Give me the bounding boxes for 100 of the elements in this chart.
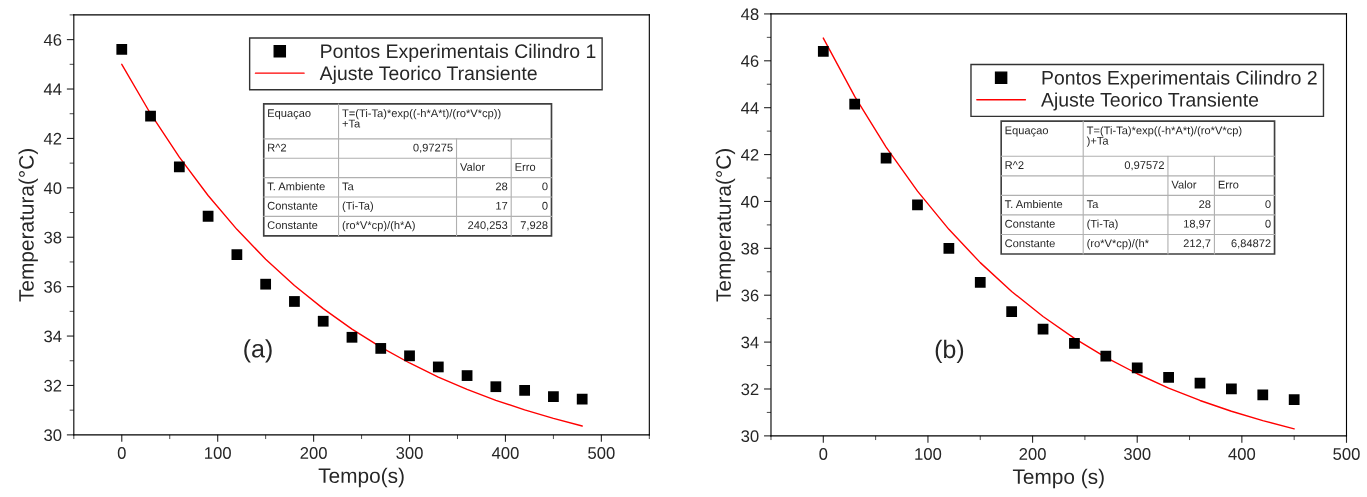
point bbox=[1131, 362, 1143, 374]
annotation: T=(Ti-Ta)*exp((-h*A*t)/(ro*V*cp) )+Ta bbox=[1086, 126, 1242, 147]
y-tick-label: 38 bbox=[741, 242, 759, 255]
annotation: Ta bbox=[1086, 200, 1099, 209]
y-axis-title: Temperatura(°C) bbox=[715, 149, 736, 302]
point bbox=[346, 331, 358, 343]
annotation: 0,97275 bbox=[413, 143, 453, 153]
point bbox=[1069, 337, 1080, 349]
annotation: T. Ambiente bbox=[267, 182, 325, 191]
x-tick-label: 100 bbox=[915, 448, 942, 460]
annotation: 28 bbox=[1199, 200, 1211, 209]
annotation: Valor bbox=[1171, 180, 1197, 189]
y-tick-label: 48 bbox=[741, 8, 759, 21]
x-tick-label: 0 bbox=[819, 448, 828, 460]
annotation: Constante bbox=[267, 221, 318, 230]
x-tick-label: 300 bbox=[396, 447, 423, 459]
point bbox=[576, 393, 588, 405]
point bbox=[231, 249, 243, 260]
x-tick-label: 200 bbox=[300, 447, 327, 459]
y-tick-label: 30 bbox=[741, 430, 759, 443]
y-tick-label: 42 bbox=[43, 132, 62, 145]
annotation: 28 bbox=[495, 182, 508, 191]
y-tick-label: 32 bbox=[741, 383, 759, 396]
annotation: Ta bbox=[342, 182, 354, 191]
y-tick-label: 42 bbox=[741, 148, 759, 161]
point bbox=[173, 161, 185, 173]
legend-label: Pontos Experimentais Cilindro 2 bbox=[1042, 70, 1317, 89]
point bbox=[1037, 323, 1049, 335]
point bbox=[317, 315, 329, 327]
annotation: (ro*V*cp)/(h*A) bbox=[342, 220, 415, 232]
y-tick-label: 34 bbox=[44, 330, 62, 343]
x-axis-title: Tempo (s) bbox=[1012, 468, 1104, 489]
annotation: Valor bbox=[460, 162, 485, 171]
annotation: 6,84872 bbox=[1231, 239, 1271, 249]
point bbox=[817, 46, 829, 57]
y-tick-label: 34 bbox=[741, 336, 759, 349]
annotation: R^2 bbox=[268, 143, 287, 152]
annotation: (Ti-Ta) bbox=[1087, 219, 1118, 230]
y-tick-label: 36 bbox=[44, 281, 62, 293]
annotation: (a) bbox=[244, 339, 272, 363]
y-tick-label: 36 bbox=[741, 289, 759, 302]
point bbox=[289, 296, 300, 307]
point bbox=[1194, 377, 1206, 389]
legend-label: Ajuste Teorico Transiente bbox=[1041, 92, 1259, 111]
point bbox=[260, 278, 272, 290]
annotation: Constante bbox=[1005, 239, 1055, 248]
x-axis-title: Tempo(s) bbox=[318, 467, 404, 488]
x-tick-label: 100 bbox=[205, 447, 231, 459]
annotation: Constante bbox=[1005, 219, 1055, 228]
point bbox=[404, 350, 415, 362]
point bbox=[1288, 394, 1300, 405]
annotation: 0 bbox=[542, 182, 548, 191]
point bbox=[116, 44, 128, 55]
annotation: Erro bbox=[515, 163, 536, 171]
point bbox=[912, 199, 923, 211]
x-tick-label: 0 bbox=[117, 447, 126, 459]
annotation: Equaçao bbox=[268, 109, 311, 120]
annotation: 212,7 bbox=[1183, 239, 1211, 249]
line-series bbox=[121, 63, 583, 427]
y-tick-label: 46 bbox=[741, 55, 759, 67]
legend-label: Ajuste Teorico Transiente bbox=[319, 65, 537, 84]
y-tick-label: 32 bbox=[44, 379, 62, 392]
point bbox=[490, 381, 502, 393]
point bbox=[1100, 350, 1112, 362]
x-tick-label: 300 bbox=[1123, 448, 1151, 460]
annotation: Constante bbox=[267, 201, 318, 210]
annotation: 17 bbox=[496, 201, 508, 210]
legend-label: Pontos Experimentais Cilindro 1 bbox=[321, 43, 596, 62]
annotation: 18,97 bbox=[1184, 219, 1211, 229]
annotation: 0 bbox=[1265, 219, 1271, 228]
point bbox=[145, 110, 156, 122]
y-axis-title: Temperatura(°C) bbox=[18, 149, 38, 302]
point bbox=[548, 391, 559, 402]
annotation: 7,928 bbox=[520, 221, 548, 231]
x-tick-label: 500 bbox=[1333, 448, 1360, 460]
point bbox=[202, 210, 214, 222]
point bbox=[432, 361, 444, 373]
point bbox=[1006, 306, 1018, 318]
point bbox=[1257, 389, 1269, 401]
point bbox=[1226, 383, 1237, 395]
x-tick-label: 400 bbox=[491, 447, 519, 459]
point bbox=[849, 98, 861, 110]
y-tick-label: 44 bbox=[43, 83, 62, 96]
x-tick-label: 200 bbox=[1019, 448, 1046, 460]
annotation: Erro bbox=[1218, 180, 1239, 189]
y-tick-label: 40 bbox=[43, 182, 62, 195]
annotation: 0 bbox=[542, 201, 548, 210]
y-tick-label: 40 bbox=[741, 195, 759, 208]
annotation: (Ti-Ta) bbox=[342, 201, 373, 212]
point bbox=[375, 343, 387, 354]
annotation: 0,97572 bbox=[1124, 161, 1164, 171]
annotation: (b) bbox=[935, 339, 964, 364]
y-tick-label: 46 bbox=[43, 34, 62, 46]
y-tick-label: 38 bbox=[44, 231, 62, 244]
annotation: (ro*V*cp)/(h* bbox=[1087, 239, 1149, 250]
annotation: T. Ambiente bbox=[1004, 199, 1063, 209]
annotation: Equaçao bbox=[1005, 126, 1049, 137]
annotation: R^2 bbox=[1005, 161, 1024, 169]
annotation: T=(Ti-Ta)*exp((-h*A*t)/(ro*V*cp)) +Ta bbox=[342, 108, 501, 128]
point bbox=[974, 276, 986, 288]
